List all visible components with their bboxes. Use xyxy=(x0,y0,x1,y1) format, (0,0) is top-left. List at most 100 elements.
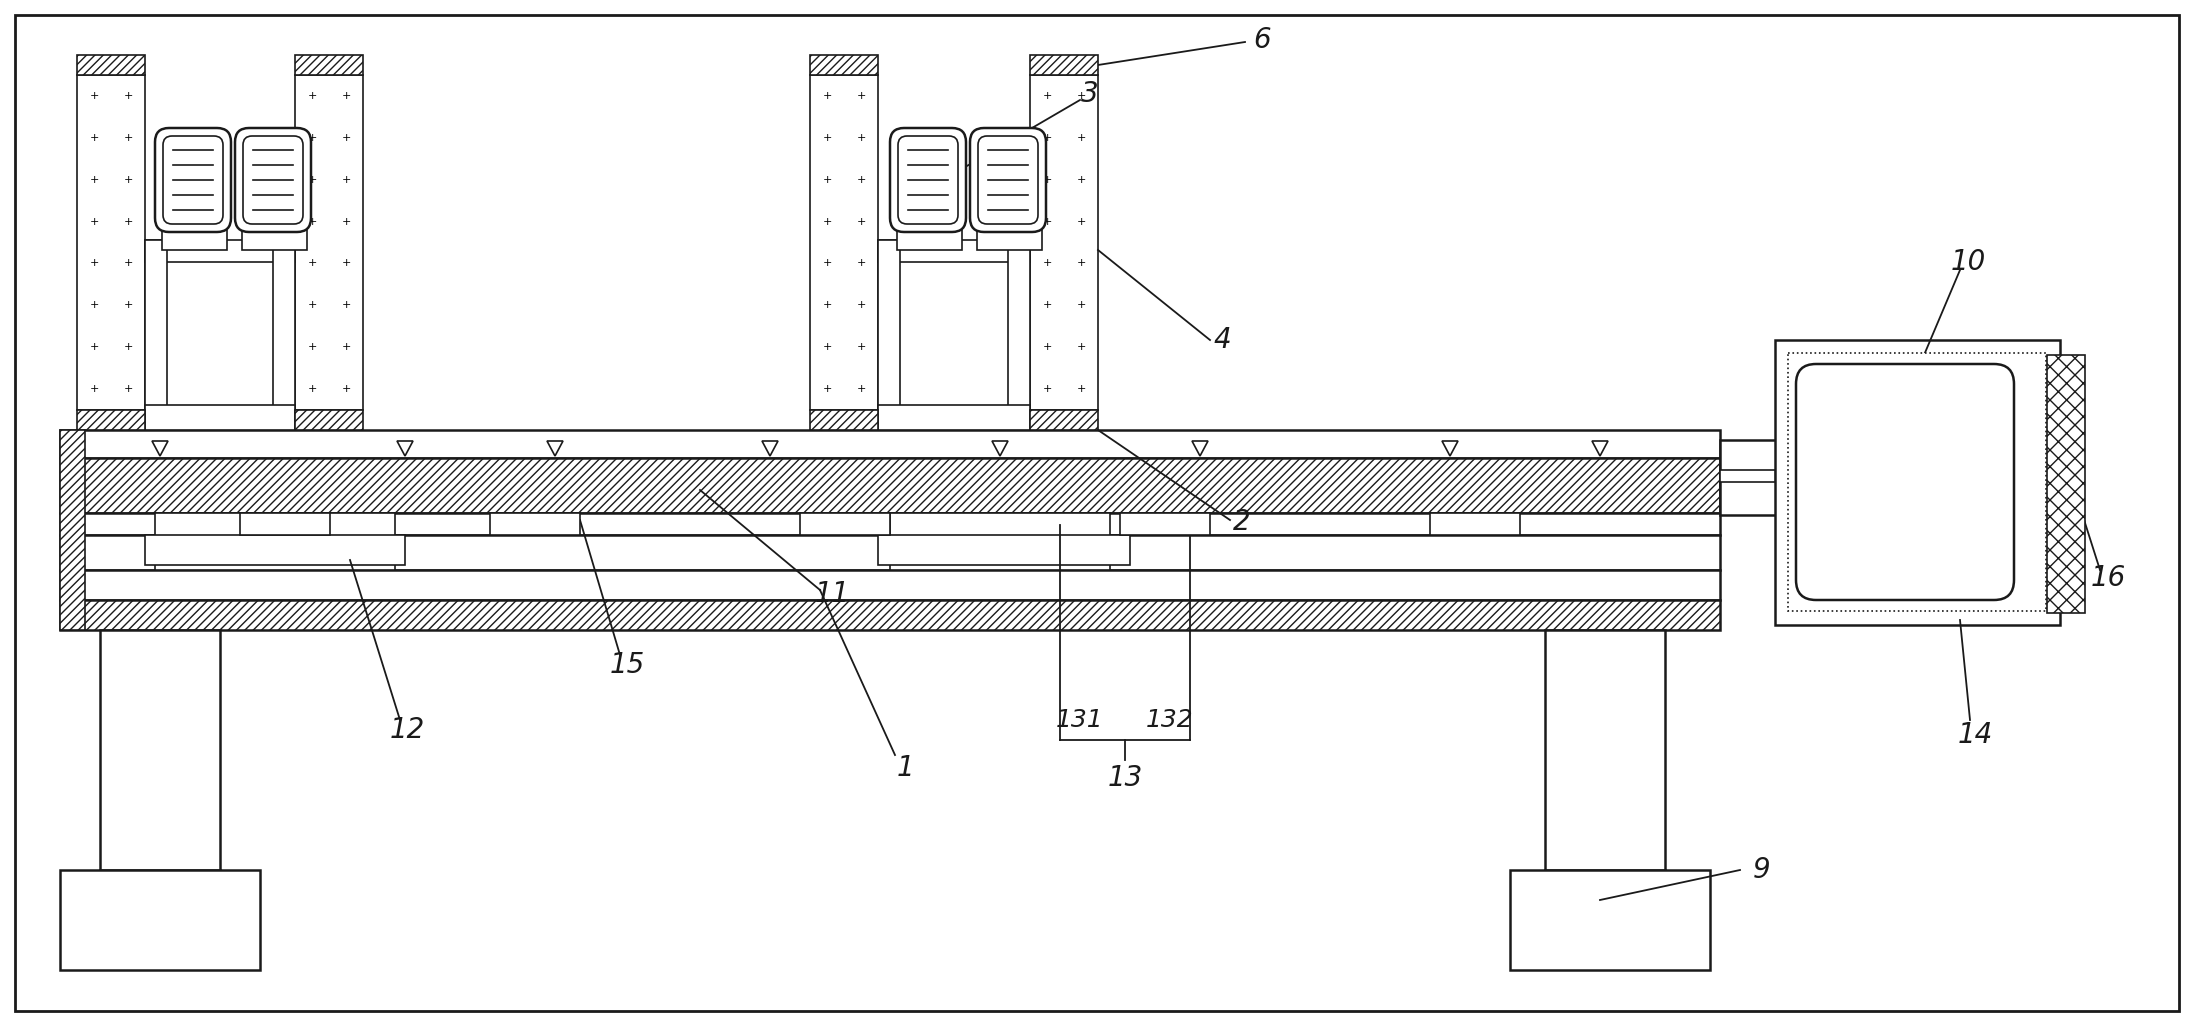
Bar xyxy=(145,405,294,430)
Text: +: + xyxy=(123,384,132,394)
Bar xyxy=(239,513,329,535)
FancyBboxPatch shape xyxy=(235,128,312,232)
Text: +: + xyxy=(90,132,99,143)
Text: +: + xyxy=(823,174,832,185)
Bar xyxy=(976,230,1042,250)
Bar xyxy=(1720,470,1775,482)
Text: +: + xyxy=(1042,301,1051,310)
Bar xyxy=(489,513,579,535)
Text: +: + xyxy=(307,216,316,227)
Bar xyxy=(77,410,145,430)
Bar xyxy=(1007,240,1029,430)
FancyBboxPatch shape xyxy=(970,128,1047,232)
Bar xyxy=(77,75,145,410)
Bar xyxy=(162,230,226,250)
Bar xyxy=(101,870,219,905)
Bar xyxy=(294,55,362,75)
Text: 132: 132 xyxy=(1145,708,1194,732)
Text: 11: 11 xyxy=(814,580,849,608)
Text: +: + xyxy=(856,343,867,352)
Text: +: + xyxy=(307,174,316,185)
Text: +: + xyxy=(342,384,351,394)
Text: 13: 13 xyxy=(1108,764,1143,792)
Text: +: + xyxy=(1042,343,1051,352)
Text: +: + xyxy=(1042,216,1051,227)
Text: +: + xyxy=(1077,132,1086,143)
Text: +: + xyxy=(856,384,867,394)
Text: +: + xyxy=(856,216,867,227)
Text: +: + xyxy=(123,216,132,227)
Text: +: + xyxy=(307,259,316,269)
Bar xyxy=(294,75,362,410)
Bar xyxy=(59,600,1720,630)
Polygon shape xyxy=(992,441,1007,456)
Text: +: + xyxy=(342,132,351,143)
Text: +: + xyxy=(123,301,132,310)
FancyBboxPatch shape xyxy=(891,128,965,232)
Text: +: + xyxy=(342,174,351,185)
Bar xyxy=(1720,458,1775,513)
Text: +: + xyxy=(342,259,351,269)
Bar xyxy=(878,240,1029,262)
Text: +: + xyxy=(123,343,132,352)
FancyBboxPatch shape xyxy=(162,136,224,224)
Bar xyxy=(145,535,406,565)
Bar xyxy=(59,535,1720,570)
Text: +: + xyxy=(123,91,132,101)
Bar xyxy=(59,870,261,970)
Bar xyxy=(1509,870,1709,970)
Text: +: + xyxy=(1042,132,1051,143)
Polygon shape xyxy=(546,441,564,456)
Text: +: + xyxy=(90,343,99,352)
Bar xyxy=(241,230,307,250)
Bar xyxy=(1430,513,1520,535)
FancyBboxPatch shape xyxy=(1797,364,2014,600)
Text: +: + xyxy=(823,343,832,352)
FancyBboxPatch shape xyxy=(244,136,303,224)
Text: +: + xyxy=(342,343,351,352)
Bar xyxy=(810,410,878,430)
Text: +: + xyxy=(342,301,351,310)
Text: +: + xyxy=(90,384,99,394)
Bar xyxy=(1788,353,2047,611)
Polygon shape xyxy=(1441,441,1459,456)
Text: 15: 15 xyxy=(610,652,645,679)
Bar xyxy=(1029,55,1097,75)
Bar xyxy=(101,630,219,890)
Text: +: + xyxy=(856,259,867,269)
Text: 16: 16 xyxy=(2091,564,2126,592)
Text: +: + xyxy=(856,91,867,101)
Bar xyxy=(156,513,395,570)
Text: +: + xyxy=(90,174,99,185)
Bar xyxy=(878,405,1029,430)
Text: +: + xyxy=(307,343,316,352)
Text: 10: 10 xyxy=(1950,248,1986,276)
Bar xyxy=(145,240,167,430)
Text: +: + xyxy=(1042,174,1051,185)
Bar xyxy=(59,430,86,630)
Text: +: + xyxy=(823,216,832,227)
Text: +: + xyxy=(1077,91,1086,101)
Bar xyxy=(1775,340,2060,625)
Bar xyxy=(145,240,294,262)
Polygon shape xyxy=(397,441,412,456)
Bar xyxy=(59,570,1720,600)
Bar xyxy=(1545,630,1665,890)
Bar xyxy=(294,410,362,430)
FancyBboxPatch shape xyxy=(156,128,230,232)
Text: +: + xyxy=(1042,384,1051,394)
Text: +: + xyxy=(1077,301,1086,310)
Text: +: + xyxy=(856,174,867,185)
Text: +: + xyxy=(1077,343,1086,352)
Text: 131: 131 xyxy=(1055,708,1104,732)
Text: +: + xyxy=(90,301,99,310)
Text: +: + xyxy=(90,91,99,101)
Text: +: + xyxy=(823,259,832,269)
Text: 6: 6 xyxy=(1253,26,1270,54)
Text: 2: 2 xyxy=(1233,508,1251,536)
Bar xyxy=(1029,75,1097,410)
Text: +: + xyxy=(90,216,99,227)
Bar xyxy=(1545,870,1665,905)
Text: +: + xyxy=(1077,174,1086,185)
Bar xyxy=(1029,410,1097,430)
